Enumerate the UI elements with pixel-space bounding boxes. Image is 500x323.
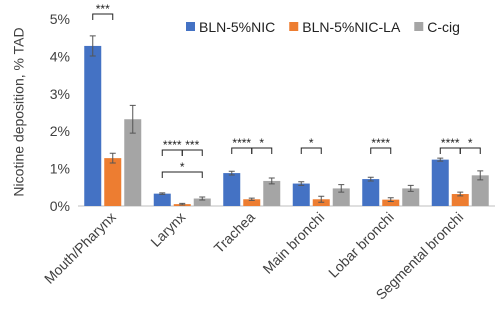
error-bar xyxy=(268,177,275,185)
bar xyxy=(243,199,261,206)
error-bar xyxy=(437,157,444,162)
significance-bracket xyxy=(92,13,114,20)
error-bar xyxy=(109,152,116,164)
significance-bracket xyxy=(300,147,322,154)
error-bar xyxy=(457,191,464,197)
x-tick-label: Larynx xyxy=(147,209,188,250)
legend-label: C-cig xyxy=(427,19,460,35)
significance-label: **** xyxy=(371,136,390,150)
y-axis-label: Nicotine deposition, % TAD xyxy=(11,27,27,196)
bar xyxy=(292,183,310,206)
x-tick-label: Trachea xyxy=(211,209,258,256)
bar xyxy=(332,188,350,206)
significance-bracket xyxy=(181,149,203,156)
significance-bracket xyxy=(251,147,273,154)
bar xyxy=(263,180,281,206)
bar xyxy=(471,175,489,206)
x-tick-label: Main bronchi xyxy=(259,209,327,277)
error-bar xyxy=(248,197,255,201)
error-bar xyxy=(89,35,96,57)
significance-label: * xyxy=(309,136,314,150)
error-bar xyxy=(318,195,325,203)
error-bar xyxy=(407,184,414,192)
x-tick-label: Mouth/Pharynx xyxy=(41,209,119,287)
bar xyxy=(223,173,241,206)
significance-label: **** xyxy=(232,136,251,150)
legend-swatch xyxy=(289,22,299,31)
legend-swatch xyxy=(186,22,195,31)
error-bar xyxy=(159,192,166,195)
significance-bracket xyxy=(161,171,203,178)
bar xyxy=(362,179,380,206)
legend-label: BLN-5%NIC-LA xyxy=(302,19,401,35)
bar xyxy=(104,158,122,206)
y-tick-label: 5% xyxy=(50,11,70,27)
y-tick-label: 4% xyxy=(50,48,70,64)
error-bar xyxy=(367,176,374,182)
error-bar xyxy=(338,184,345,193)
significance-label: **** xyxy=(441,136,460,150)
error-bar xyxy=(477,170,484,181)
bar xyxy=(451,194,469,206)
bar xyxy=(382,199,400,206)
bar xyxy=(431,159,449,206)
significance-label: * xyxy=(468,136,473,150)
significance-label: *** xyxy=(185,138,199,152)
legend-label: BLN-5%NIC xyxy=(199,19,275,35)
bar xyxy=(402,188,420,206)
error-bar xyxy=(387,197,394,203)
significance-label: * xyxy=(180,160,185,174)
error-bar xyxy=(228,170,235,176)
bar xyxy=(153,193,171,206)
y-tick-label: 3% xyxy=(50,86,70,102)
error-bar xyxy=(298,181,305,186)
significance-label: *** xyxy=(96,2,110,16)
significance-label: **** xyxy=(163,138,182,152)
x-tick-label: Lobar bronchi xyxy=(325,209,397,281)
error-bar xyxy=(179,202,186,206)
legend-swatch xyxy=(414,22,424,31)
bar xyxy=(193,198,211,206)
error-bar xyxy=(199,196,206,201)
significance-label: * xyxy=(259,136,264,150)
bar xyxy=(84,45,102,206)
y-tick-label: 0% xyxy=(50,198,70,214)
significance-bracket xyxy=(459,147,481,154)
significance-bracket xyxy=(370,147,392,154)
error-bar xyxy=(129,104,136,134)
y-tick-label: 2% xyxy=(50,123,70,139)
y-tick-label: 1% xyxy=(50,161,70,177)
bar xyxy=(124,119,142,206)
